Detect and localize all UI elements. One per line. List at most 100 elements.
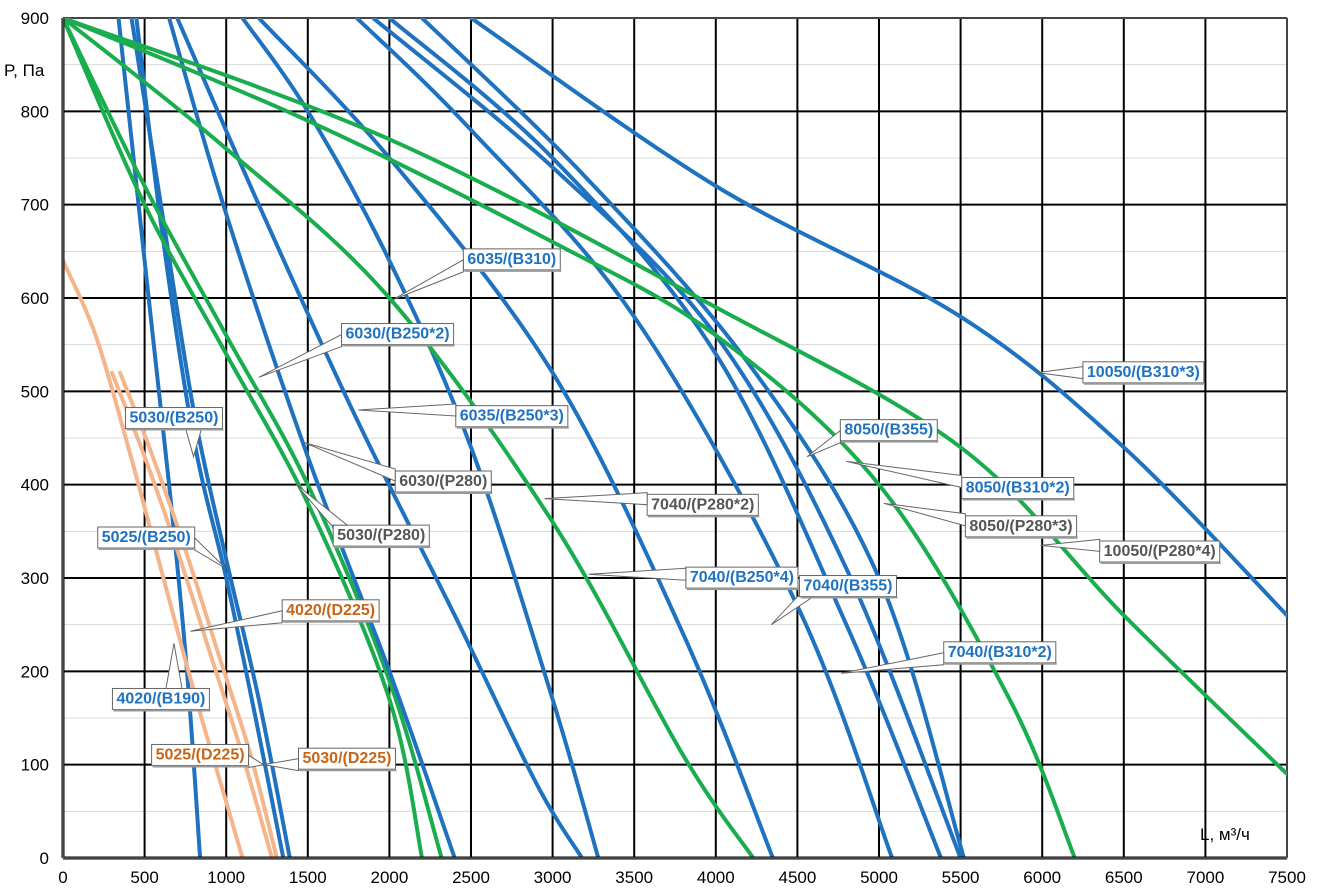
curve-8050/(B310*2)	[420, 18, 966, 858]
x-tick-label: 4500	[778, 868, 816, 887]
callout-label: 7040/(B250*4)	[690, 569, 794, 586]
x-tick-label: 1000	[207, 868, 245, 887]
x-tick-label: 3500	[615, 868, 653, 887]
callout-pointer	[806, 429, 841, 458]
callout-7040/(B310*2): 7040/(B310*2)	[841, 641, 1057, 674]
callout-label: 5025/(B250)	[102, 529, 191, 546]
x-tick-label: 6500	[1105, 868, 1143, 887]
callout-5025/(B250): 5025/(B250)	[97, 526, 227, 570]
x-tick-label: 2000	[370, 868, 408, 887]
callout-label: 4020/(D225)	[286, 602, 375, 619]
callout-pointer	[295, 484, 349, 526]
y-tick-label: 500	[21, 382, 49, 401]
axes	[61, 17, 1288, 860]
callout-label: 7040/(P280*2)	[651, 496, 754, 513]
callout-8050/(P280*3): 8050/(P280*3)	[883, 502, 1078, 539]
callout-pointer	[248, 754, 266, 769]
callout-label: 7040/(B355)	[804, 578, 893, 595]
y-tick-label: 400	[21, 476, 49, 495]
callout-pointer	[544, 492, 648, 506]
callout-7040/(P280*2): 7040/(P280*2)	[544, 492, 760, 518]
callout-pointer	[190, 610, 283, 632]
plot-border	[62, 17, 1288, 859]
callout-pointer	[770, 596, 816, 626]
callout-label: 5030/(B250)	[129, 410, 218, 427]
tick-labels: 0 500 1000 1500 2000 2500 3000 3500 4000 4500 5000…	[21, 9, 1306, 887]
callout-pointer	[588, 567, 687, 581]
callout-5030/(P280): 5030/(P280)	[295, 484, 431, 549]
callout-pointer	[165, 643, 183, 689]
y-tick-label: 800	[21, 102, 49, 121]
callout-label: 5030/(P280)	[337, 527, 425, 544]
callout-pointer	[1040, 538, 1101, 552]
callout-5030/(D225): 5030/(D225)	[263, 747, 397, 772]
callout-label: 6030/(B250*2)	[346, 326, 450, 343]
callout-label: 10050/(B310*3)	[1087, 364, 1200, 381]
y-tick-label: 200	[21, 662, 49, 681]
callout-pointer	[358, 403, 457, 417]
y-tick-label: 100	[21, 756, 49, 775]
curve-6030/(P280)	[63, 18, 444, 858]
curve-6030/(B250*2)	[167, 18, 457, 858]
x-tick-label: 2500	[452, 868, 490, 887]
x-tick-label: 4000	[697, 868, 735, 887]
callout-8050/(B310*2): 8050/(B310*2)	[846, 460, 1075, 501]
curve-7040/(B250*4)	[256, 18, 775, 858]
x-tick-label: 3000	[534, 868, 572, 887]
callout-4020/(D225): 4020/(D225)	[190, 599, 381, 632]
callout-pointer	[263, 758, 299, 772]
callout-label: 7040/(B310*2)	[948, 644, 1052, 661]
callout-pointer	[392, 259, 464, 301]
callout-label: 8050/(P280*3)	[969, 518, 1072, 535]
x-tick-label: 7000	[1186, 868, 1224, 887]
callout-label: 6035/(B310)	[467, 251, 556, 268]
y-tick-label: 600	[21, 289, 49, 308]
curve-7040/(B310*2)	[387, 18, 943, 858]
callout-pointer	[258, 333, 343, 378]
callout-5030/(B250): 5030/(B250)	[124, 407, 224, 459]
callout-label: 10050/(P280*4)	[1104, 543, 1216, 560]
callout-label: 4020/(B190)	[116, 690, 205, 707]
curve-5030/(B250)	[129, 18, 292, 858]
callout-pointer	[194, 536, 227, 570]
callout-pointer	[846, 460, 963, 489]
callout-pointer	[841, 652, 945, 674]
callout-10050/(B310*3): 10050/(B310*3)	[1037, 361, 1205, 385]
fan-curves	[63, 18, 1287, 858]
curve-callouts: 6035/(B310) 6030/(B250*2) 5030/(B250) 6035/…	[97, 248, 1221, 772]
callout-7040/(B250*4): 7040/(B250*4)	[588, 566, 799, 591]
y-tick-label: 900	[21, 9, 49, 28]
callout-6035/(B250*3): 6035/(B250*3)	[358, 403, 569, 429]
curve-5030/(D225)	[118, 370, 279, 858]
curve-5025/(D225)	[110, 370, 274, 858]
x-tick-label: 5500	[942, 868, 980, 887]
x-tick-label: 0	[58, 868, 67, 887]
callout-4020/(B190): 4020/(B190)	[111, 643, 211, 712]
callout-pointer	[1037, 366, 1084, 380]
callout-label: 6030/(P280)	[399, 473, 487, 490]
curve-8050/(P280*3)	[63, 18, 1077, 858]
curve-4020/(D225)	[63, 258, 245, 858]
curve-10050/(B310*3)	[469, 18, 1287, 618]
callout-6035/(B310): 6035/(B310)	[392, 248, 562, 301]
callout-pointer	[883, 502, 966, 527]
curve-10050/(P280*4)	[63, 18, 1287, 776]
curve-6035/(B310)	[240, 18, 601, 858]
x-tick-label: 5000	[860, 868, 898, 887]
curve-8050/(B355)	[371, 18, 963, 858]
callout-5025/(D225): 5025/(D225)	[151, 743, 266, 769]
callout-7040/(B355): 7040/(B355)	[770, 575, 898, 626]
y-tick-label: 700	[21, 196, 49, 215]
x-tick-label: 6000	[1023, 868, 1061, 887]
callout-label: 8050/(B310*2)	[966, 480, 1070, 497]
curve-7040/(P280*2)	[63, 18, 756, 858]
x-tick-label: 1500	[289, 868, 327, 887]
curve-7040/(B355)	[354, 18, 895, 858]
y-tick-label: 0	[40, 849, 49, 868]
y-axis-title: P, Па	[4, 61, 45, 80]
callout-pointer	[304, 442, 396, 482]
callout-10050/(P280*4): 10050/(P280*4)	[1040, 538, 1221, 564]
callout-6030/(P280): 6030/(P280)	[304, 442, 493, 494]
x-tick-label: 7500	[1268, 868, 1306, 887]
